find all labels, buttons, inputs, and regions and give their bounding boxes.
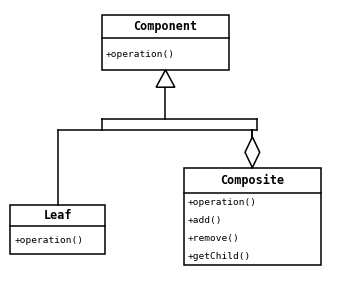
Text: Leaf: Leaf	[43, 209, 72, 222]
Bar	[102, 15, 229, 70]
Text: +operation(): +operation()	[14, 235, 83, 245]
Text: +add(): +add()	[188, 216, 222, 225]
Text: Composite: Composite	[220, 174, 284, 187]
Text: +getChild(): +getChild()	[188, 252, 251, 261]
Polygon shape	[245, 137, 260, 168]
Text: +remove(): +remove()	[188, 234, 240, 243]
Text: +operation(): +operation()	[106, 50, 175, 59]
Text: Component: Component	[133, 20, 197, 33]
Bar	[10, 205, 105, 254]
Text: +operation(): +operation()	[188, 198, 257, 207]
Polygon shape	[156, 70, 175, 87]
Bar	[184, 168, 321, 265]
